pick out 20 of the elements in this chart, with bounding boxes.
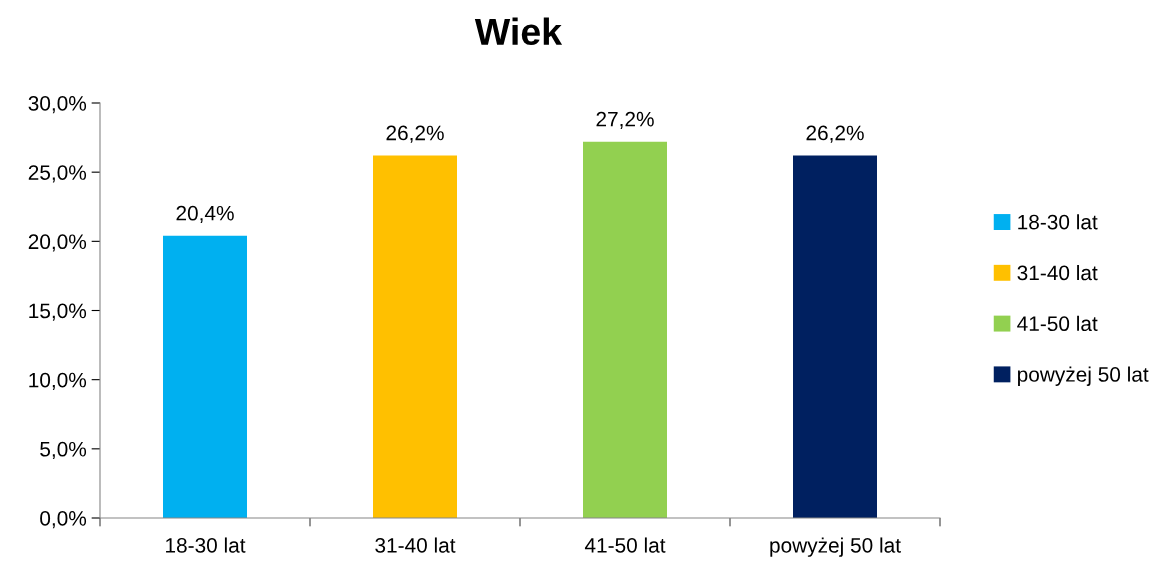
y-tick-label: 20,0% bbox=[28, 234, 87, 252]
y-tick-label: 30,0% bbox=[28, 96, 87, 114]
x-tick-label: 18-30 lat bbox=[166, 537, 246, 553]
data-label: 20,4% bbox=[176, 205, 234, 224]
legend-label: powyżej 50 lat bbox=[1018, 366, 1149, 386]
data-label: 26,2% bbox=[806, 125, 864, 143]
y-tick-label: 10,0% bbox=[29, 372, 87, 390]
data-label: 26,2% bbox=[386, 125, 444, 143]
legend-label: 41-50 lat bbox=[1017, 315, 1098, 332]
x-tick-label: 41-50 lat bbox=[584, 537, 666, 553]
x-tick-label: powyżej 50 lat bbox=[770, 537, 901, 557]
y-tick-label: 0,0% bbox=[40, 511, 87, 529]
y-tick-label: 25,0% bbox=[28, 165, 87, 183]
legend-label: 18-30 lat bbox=[1018, 214, 1098, 230]
y-tick-label: 5,0% bbox=[40, 441, 87, 460]
x-tick-label: 31-40 lat bbox=[375, 537, 456, 553]
chart-title: Wiek bbox=[474, 17, 563, 46]
y-tick-label: 15,0% bbox=[29, 303, 87, 321]
data-label: 27,2% bbox=[596, 111, 654, 129]
legend-label: 31-40 lat bbox=[1017, 264, 1098, 281]
